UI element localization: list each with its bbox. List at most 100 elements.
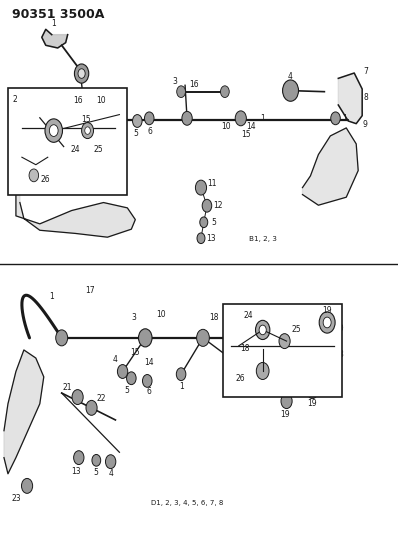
Text: 1: 1 [332,377,337,385]
Text: 19: 19 [322,306,332,314]
Circle shape [220,86,229,98]
Text: 5: 5 [133,129,138,138]
Text: 8: 8 [339,350,343,359]
Text: 2: 2 [27,128,32,136]
Circle shape [235,111,246,126]
Circle shape [281,394,292,409]
Text: 10: 10 [156,311,166,319]
Text: 19: 19 [280,410,289,419]
Bar [223,304,342,397]
Bar [8,88,127,195]
Text: 18: 18 [240,344,250,353]
Text: 9: 9 [363,120,367,129]
Circle shape [139,329,152,347]
Circle shape [323,317,331,328]
Text: 16: 16 [189,80,199,88]
Polygon shape [16,181,135,237]
Circle shape [49,125,58,136]
Text: 1: 1 [51,20,56,28]
Text: 5: 5 [212,218,217,227]
Text: 12: 12 [213,201,223,210]
Text: B1, 2, 3: B1, 2, 3 [249,237,277,243]
Text: 4: 4 [111,128,116,136]
Circle shape [197,329,209,346]
Text: 26: 26 [41,175,51,184]
Circle shape [202,199,212,212]
Text: 8: 8 [364,93,369,101]
Circle shape [92,455,101,466]
Text: 23: 23 [12,494,21,503]
Circle shape [177,86,185,98]
Text: 10: 10 [97,96,106,105]
Circle shape [56,330,68,346]
Text: 10: 10 [221,123,230,131]
Circle shape [85,127,90,134]
Text: 3: 3 [173,77,178,85]
Circle shape [197,233,205,244]
Circle shape [82,123,94,139]
Circle shape [279,334,290,349]
Circle shape [256,362,269,379]
Text: 4: 4 [113,355,118,364]
Circle shape [80,110,92,126]
Text: 4: 4 [259,386,264,395]
Text: 15: 15 [131,348,140,357]
Circle shape [29,169,39,182]
Circle shape [200,217,208,228]
Circle shape [331,112,340,125]
Circle shape [259,373,270,386]
Text: 16: 16 [73,96,82,105]
Text: 18: 18 [209,313,219,322]
Circle shape [195,180,207,195]
Circle shape [133,115,142,127]
Circle shape [86,400,97,415]
Text: 14: 14 [144,358,154,367]
Circle shape [117,365,128,378]
Circle shape [182,111,192,125]
Text: 1: 1 [49,292,54,301]
Text: 1: 1 [342,114,347,123]
Text: 2: 2 [13,95,18,104]
Polygon shape [42,29,68,48]
Circle shape [74,64,89,83]
Text: 25: 25 [292,326,301,334]
Text: 1: 1 [260,114,265,123]
Text: 1: 1 [248,345,253,354]
Text: 15: 15 [81,116,90,124]
Text: 22: 22 [97,394,106,403]
Polygon shape [338,73,362,124]
Circle shape [252,332,261,344]
Circle shape [112,109,127,128]
Text: D1, 2, 3, 4, 5, 6, 7, 8: D1, 2, 3, 4, 5, 6, 7, 8 [151,500,224,506]
Text: 5: 5 [124,386,129,395]
Circle shape [142,375,152,387]
Text: 26: 26 [236,374,246,383]
Circle shape [144,112,154,125]
Circle shape [78,69,85,78]
Circle shape [283,80,298,101]
Text: 20: 20 [335,325,344,333]
Text: 25: 25 [94,146,103,154]
Circle shape [105,455,116,469]
Text: 6: 6 [148,127,152,136]
Text: 4: 4 [108,469,113,478]
Polygon shape [317,372,336,394]
Text: 15: 15 [241,130,250,139]
Circle shape [176,368,186,381]
Polygon shape [308,328,336,379]
Circle shape [256,320,270,340]
Text: 7: 7 [363,67,368,76]
Circle shape [127,372,136,385]
Text: 6: 6 [147,387,152,396]
Circle shape [307,385,318,399]
Text: 13: 13 [72,466,81,475]
Text: 14: 14 [246,123,256,131]
Text: 21: 21 [62,383,72,392]
Circle shape [72,390,83,405]
Text: 11: 11 [207,179,217,188]
Text: 19: 19 [308,399,317,408]
Text: 17: 17 [85,286,94,295]
Polygon shape [4,350,44,474]
Text: 90351 3500A: 90351 3500A [12,8,104,21]
Text: 3: 3 [132,313,137,322]
